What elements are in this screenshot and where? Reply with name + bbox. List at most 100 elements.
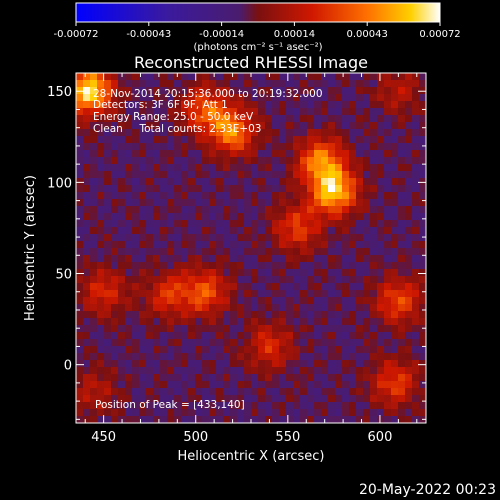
heatmap-cell (300, 360, 307, 367)
heatmap-cell (384, 304, 391, 311)
heatmap-cell (342, 360, 349, 367)
heatmap-cell (174, 234, 181, 241)
heatmap-cell (230, 402, 237, 409)
heatmap-cell (377, 80, 384, 87)
heatmap-cell (216, 192, 223, 199)
heatmap-cell (125, 318, 132, 325)
heatmap-cell (384, 262, 391, 269)
heatmap-cell (370, 409, 377, 416)
heatmap-cell (181, 213, 188, 220)
heatmap-cell (398, 290, 405, 297)
heatmap-cell (97, 122, 104, 129)
heatmap-cell (76, 157, 83, 164)
heatmap-cell (377, 409, 384, 416)
heatmap-cell (146, 150, 153, 157)
heatmap-cell (349, 339, 356, 346)
heatmap-cell (174, 304, 181, 311)
heatmap-cell (153, 129, 160, 136)
heatmap-cell (363, 178, 370, 185)
heatmap-cell (160, 367, 167, 374)
heatmap-cell (181, 262, 188, 269)
heatmap-cell (391, 129, 398, 136)
heatmap-cell (132, 143, 139, 150)
heatmap-cell (230, 304, 237, 311)
heatmap-cell (286, 381, 293, 388)
heatmap-cell (258, 150, 265, 157)
heatmap-cell (356, 381, 363, 388)
heatmap-cell (76, 402, 83, 409)
heatmap-cell (419, 269, 426, 276)
heatmap-cell (349, 129, 356, 136)
heatmap-cell (90, 395, 97, 402)
heatmap-cell (342, 255, 349, 262)
heatmap-cell (118, 164, 125, 171)
heatmap-cell (125, 199, 132, 206)
heatmap-cell (384, 325, 391, 332)
heatmap-cell (328, 164, 335, 171)
heatmap-cell (279, 402, 286, 409)
heatmap-cell (314, 192, 321, 199)
heatmap-cell (202, 185, 209, 192)
heatmap-cell (237, 234, 244, 241)
heatmap-cell (384, 381, 391, 388)
heatmap-cell (83, 227, 90, 234)
heatmap-cell (209, 136, 216, 143)
heatmap-cell (412, 185, 419, 192)
heatmap-cell (153, 220, 160, 227)
heatmap-cell (83, 115, 90, 122)
heatmap-cell (118, 227, 125, 234)
heatmap-cell (370, 185, 377, 192)
heatmap-cell (146, 311, 153, 318)
heatmap-cell (139, 409, 146, 416)
heatmap-cell (349, 115, 356, 122)
heatmap-cell (244, 122, 251, 129)
heatmap-cell (244, 395, 251, 402)
heatmap-cell (174, 206, 181, 213)
heatmap-cell (216, 290, 223, 297)
heatmap-cell (111, 360, 118, 367)
heatmap-cell (398, 227, 405, 234)
heatmap-cell (419, 283, 426, 290)
heatmap-cell (83, 409, 90, 416)
heatmap-cell (405, 80, 412, 87)
heatmap-cell (321, 80, 328, 87)
heatmap-cell (335, 269, 342, 276)
heatmap-cell (237, 360, 244, 367)
heatmap-cell (104, 388, 111, 395)
heatmap-cell (237, 325, 244, 332)
heatmap-cell (104, 276, 111, 283)
heatmap-cell (314, 374, 321, 381)
heatmap-cell (405, 101, 412, 108)
heatmap-cell (181, 311, 188, 318)
heatmap-cell (363, 136, 370, 143)
heatmap-cell (132, 325, 139, 332)
heatmap-cell (328, 136, 335, 143)
heatmap-cell (391, 388, 398, 395)
heatmap-cell (83, 199, 90, 206)
heatmap-cell (139, 73, 146, 80)
heatmap-cell (167, 164, 174, 171)
heatmap-cell (363, 262, 370, 269)
heatmap-cell (104, 150, 111, 157)
heatmap-cell (76, 276, 83, 283)
heatmap-cell (146, 409, 153, 416)
heatmap-cell (286, 402, 293, 409)
heatmap-cell (265, 94, 272, 101)
heatmap-cell (405, 241, 412, 248)
heatmap-cell (83, 381, 90, 388)
heatmap-cell (314, 290, 321, 297)
heatmap-cell (398, 304, 405, 311)
heatmap-cell (307, 122, 314, 129)
heatmap-cell (237, 416, 244, 423)
heatmap-cell (328, 409, 335, 416)
heatmap-cell (384, 213, 391, 220)
heatmap-cell (223, 360, 230, 367)
heatmap-cell (202, 353, 209, 360)
heatmap-cell (181, 101, 188, 108)
heatmap-cell (321, 318, 328, 325)
heatmap-cell (279, 339, 286, 346)
heatmap-cell (132, 311, 139, 318)
heatmap-cell (139, 129, 146, 136)
heatmap-cell (188, 409, 195, 416)
heatmap-cell (335, 248, 342, 255)
